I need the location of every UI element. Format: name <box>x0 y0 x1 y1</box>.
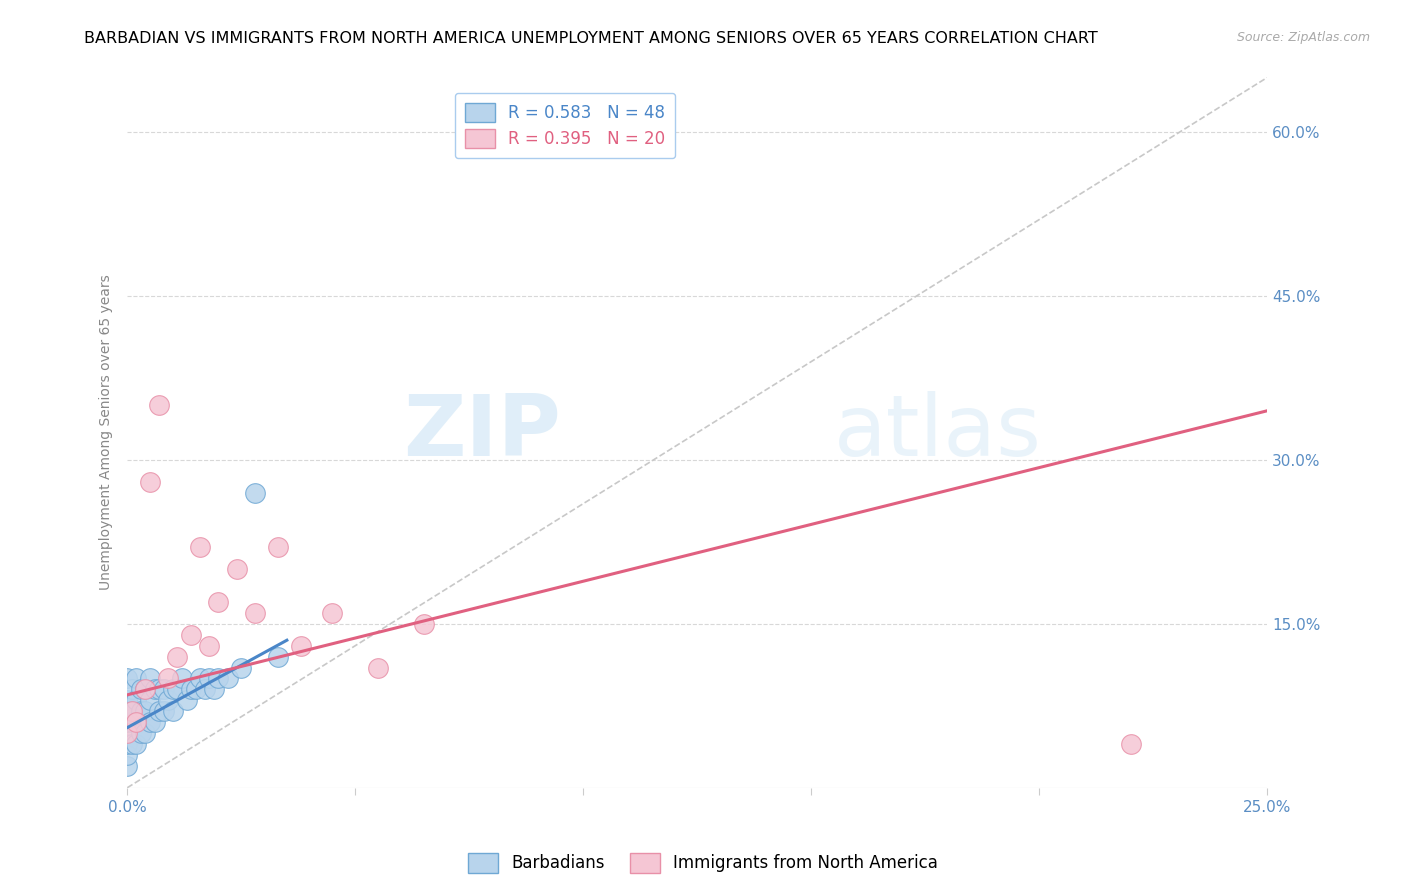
Point <box>198 672 221 686</box>
Point <box>243 485 266 500</box>
Point <box>129 726 152 740</box>
Point <box>125 672 148 686</box>
Point <box>129 682 152 697</box>
Point <box>134 726 156 740</box>
Point <box>367 660 389 674</box>
Point <box>117 704 139 718</box>
Point <box>188 672 211 686</box>
Point <box>243 606 266 620</box>
Point <box>290 639 312 653</box>
Point <box>125 737 148 751</box>
Point <box>139 475 162 489</box>
Y-axis label: Unemployment Among Seniors over 65 years: Unemployment Among Seniors over 65 years <box>100 275 114 591</box>
Point <box>148 704 170 718</box>
Point <box>139 693 162 707</box>
Point <box>134 682 156 697</box>
Text: ZIP: ZIP <box>402 391 561 474</box>
Point <box>207 595 229 609</box>
Point <box>148 398 170 412</box>
Point <box>117 747 139 762</box>
Point <box>125 693 148 707</box>
Legend: Barbadians, Immigrants from North America: Barbadians, Immigrants from North Americ… <box>461 847 945 880</box>
Point <box>152 704 174 718</box>
Point <box>166 682 188 697</box>
Point <box>139 672 162 686</box>
Point <box>117 726 139 740</box>
Point <box>125 715 148 730</box>
Point <box>202 682 225 697</box>
Point <box>134 704 156 718</box>
Text: Source: ZipAtlas.com: Source: ZipAtlas.com <box>1237 31 1371 45</box>
Point <box>121 715 143 730</box>
Point <box>166 649 188 664</box>
Point <box>225 562 247 576</box>
Point <box>188 541 211 555</box>
Point <box>134 682 156 697</box>
Point <box>121 704 143 718</box>
Point <box>121 704 143 718</box>
Point <box>117 726 139 740</box>
Point <box>412 616 434 631</box>
Point <box>117 715 139 730</box>
Point <box>184 682 207 697</box>
Point <box>129 704 152 718</box>
Point <box>207 672 229 686</box>
Text: BARBADIAN VS IMMIGRANTS FROM NORTH AMERICA UNEMPLOYMENT AMONG SENIORS OVER 65 YE: BARBADIAN VS IMMIGRANTS FROM NORTH AMERI… <box>83 31 1098 46</box>
Point <box>143 715 166 730</box>
Point <box>231 660 253 674</box>
Point <box>121 737 143 751</box>
Point <box>162 704 184 718</box>
Point <box>162 682 184 697</box>
Point <box>170 672 193 686</box>
Point <box>321 606 343 620</box>
Text: atlas: atlas <box>834 391 1042 474</box>
Point <box>143 682 166 697</box>
Point <box>117 759 139 773</box>
Point <box>125 715 148 730</box>
Point <box>152 682 174 697</box>
Legend: R = 0.583   N = 48, R = 0.395   N = 20: R = 0.583 N = 48, R = 0.395 N = 20 <box>454 93 675 158</box>
Point <box>180 628 202 642</box>
Point <box>267 541 290 555</box>
Point <box>267 649 290 664</box>
Point <box>194 682 217 697</box>
Point <box>157 672 180 686</box>
Point <box>157 693 180 707</box>
Point <box>176 693 198 707</box>
Point <box>117 693 139 707</box>
Point <box>121 682 143 697</box>
Point <box>217 672 239 686</box>
Point <box>198 639 221 653</box>
Point <box>148 682 170 697</box>
Point <box>139 715 162 730</box>
Point <box>180 682 202 697</box>
Point <box>117 737 139 751</box>
Point <box>1119 737 1142 751</box>
Point <box>117 672 139 686</box>
